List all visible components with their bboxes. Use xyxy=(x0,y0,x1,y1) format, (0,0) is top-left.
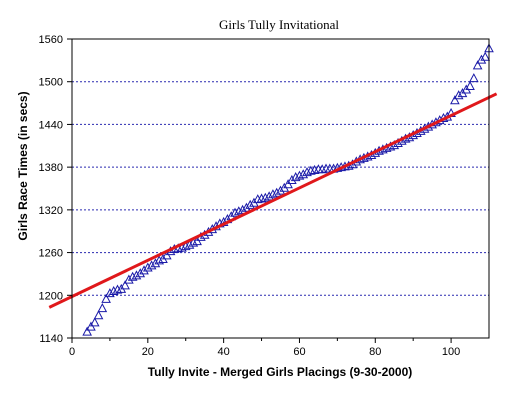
x-tick-label: 60 xyxy=(293,346,305,358)
data-point xyxy=(82,326,92,336)
data-point xyxy=(120,280,130,290)
data-point xyxy=(317,164,328,174)
data-point xyxy=(154,255,165,265)
data-point xyxy=(294,170,305,180)
fit-line xyxy=(48,92,498,309)
data-point xyxy=(233,206,244,216)
x-tick-label: 20 xyxy=(142,346,154,358)
x-tick-label: 40 xyxy=(218,346,230,358)
data-point xyxy=(142,262,153,272)
data-point xyxy=(283,179,293,189)
data-point xyxy=(135,268,146,278)
data-point xyxy=(108,285,119,296)
x-tick-label: 100 xyxy=(442,346,460,358)
y-tick-label: 1260 xyxy=(39,248,63,260)
data-point xyxy=(86,321,96,331)
y-tick-label: 1380 xyxy=(39,162,63,174)
data-point xyxy=(230,207,240,217)
data-point xyxy=(241,202,252,212)
data-point xyxy=(476,54,487,64)
data-point xyxy=(127,271,138,281)
data-point xyxy=(305,165,316,175)
data-point xyxy=(97,303,108,313)
plot-frame xyxy=(71,38,490,339)
chart-title: Girls Tully Invitational xyxy=(219,17,339,32)
data-layer xyxy=(48,43,498,336)
data-point xyxy=(112,284,123,294)
data-point xyxy=(465,80,475,90)
data-point xyxy=(256,193,267,203)
axes: 1140 1200 1260 1320 1380 1440 1500 1560 0 20 40 60 8… xyxy=(39,34,461,358)
data-point xyxy=(93,310,104,320)
data-point xyxy=(268,189,278,199)
x-tick-label: 80 xyxy=(369,346,381,358)
data-point xyxy=(287,174,297,184)
data-point xyxy=(264,191,274,201)
data-point xyxy=(161,250,172,260)
gridlines xyxy=(72,81,489,296)
y-tick-label: 1500 xyxy=(39,77,63,89)
data-point xyxy=(290,172,301,182)
y-axis-label: Girls Race Times (in secs) xyxy=(16,91,30,240)
data-point xyxy=(101,293,111,303)
data-point xyxy=(131,270,142,280)
y-tick-label: 1140 xyxy=(39,333,63,345)
y-tick-label: 1200 xyxy=(39,290,63,302)
data-point xyxy=(124,274,134,284)
y-tick-label: 1440 xyxy=(39,119,63,131)
data-point xyxy=(450,95,460,105)
data-point xyxy=(302,167,312,177)
data-point xyxy=(184,239,195,249)
y-tick-label: 1560 xyxy=(39,34,63,46)
data-point xyxy=(237,204,248,214)
data-point xyxy=(105,288,115,298)
data-point xyxy=(469,73,479,83)
data-point xyxy=(245,199,256,209)
data-point xyxy=(252,194,263,204)
data-point xyxy=(146,260,157,270)
data-point xyxy=(139,265,149,275)
data-point xyxy=(271,187,282,197)
data-point xyxy=(275,185,286,195)
data-point xyxy=(453,90,464,100)
data-point xyxy=(150,258,161,268)
x-tick-label: 0 xyxy=(69,346,75,358)
data-point xyxy=(177,242,187,252)
x-axis-label: Tully Invite - Merged Girls Placings (9-… xyxy=(148,365,413,379)
data-point xyxy=(180,241,191,251)
data-point xyxy=(89,317,100,327)
data-point xyxy=(472,60,483,70)
data-point xyxy=(188,237,199,247)
data-point xyxy=(309,164,320,174)
data-point xyxy=(192,236,202,246)
y-tick-label: 1320 xyxy=(39,205,63,217)
data-point xyxy=(298,169,309,179)
data-point xyxy=(480,51,491,61)
data-point xyxy=(260,192,271,202)
